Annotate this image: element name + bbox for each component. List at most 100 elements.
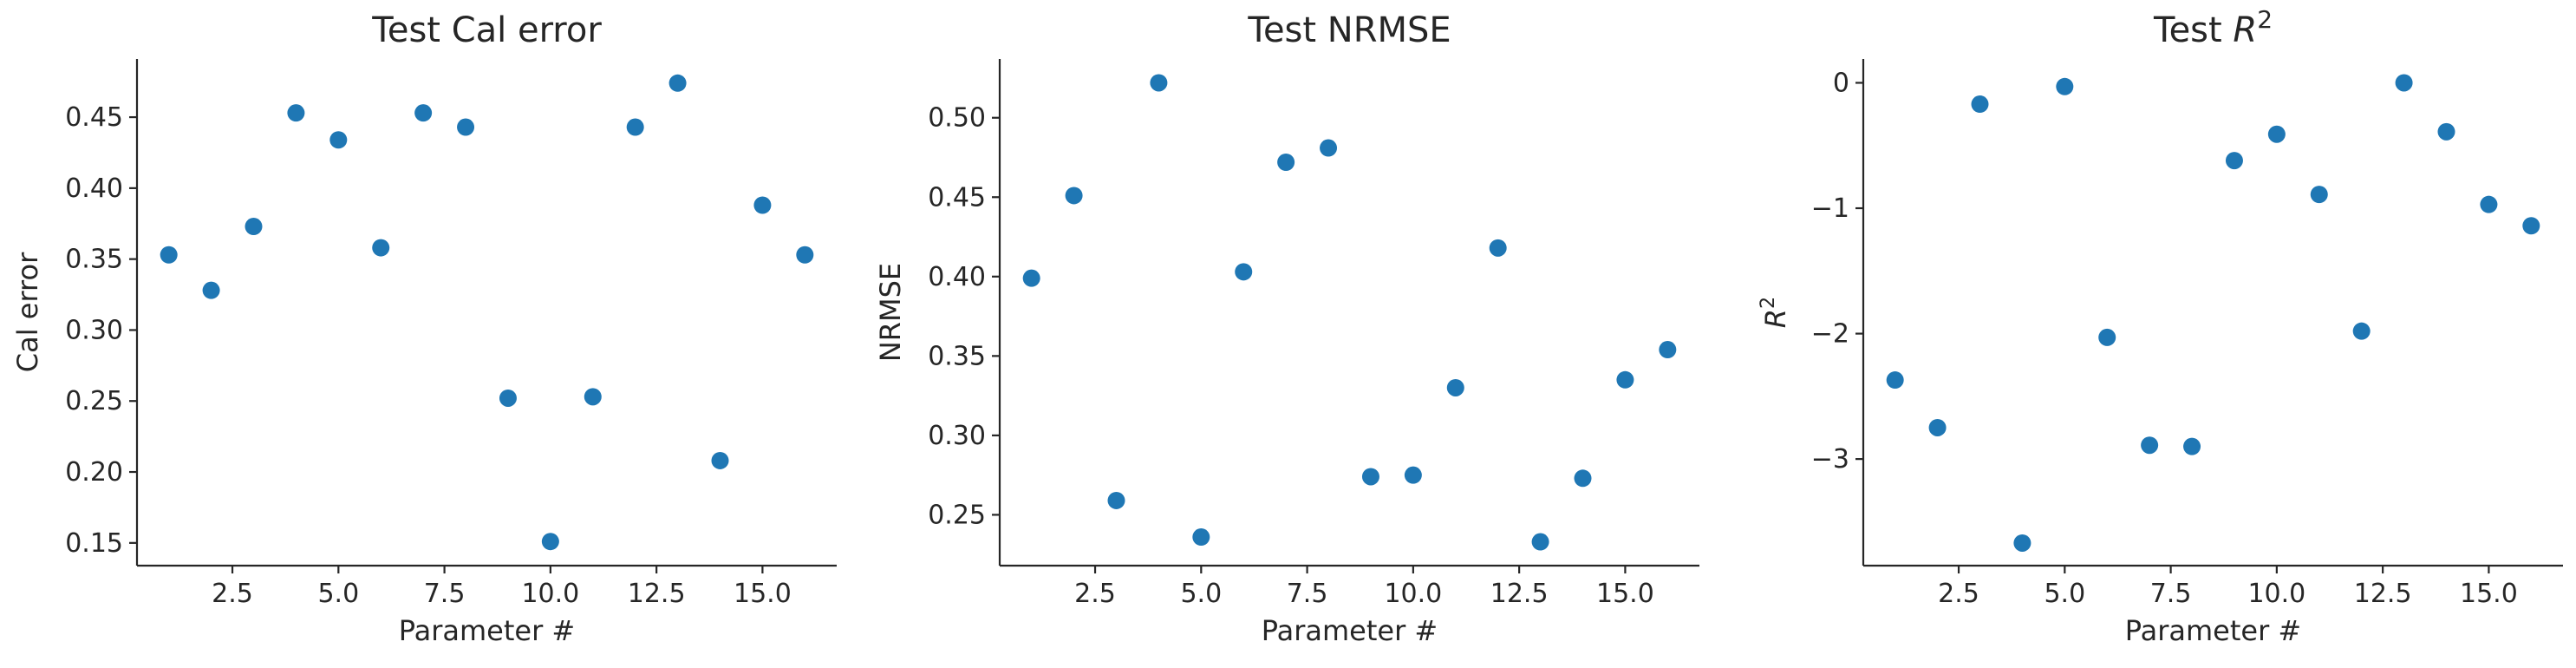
chart-title: Test NRMSE — [1247, 10, 1451, 50]
x-tick-label: 12.5 — [628, 579, 686, 609]
x-axis-label: Parameter # — [399, 614, 575, 647]
data-point — [796, 246, 814, 264]
y-tick-label: 0.25 — [928, 500, 986, 530]
data-point — [2310, 186, 2328, 204]
data-point — [1489, 239, 1507, 257]
data-point — [2437, 122, 2455, 141]
text-part: NRMSE — [874, 263, 907, 362]
data-point — [372, 239, 390, 257]
text-part: Test — [2153, 10, 2233, 50]
data-point — [626, 118, 644, 136]
y-tick-label: 0.30 — [65, 315, 123, 345]
data-point — [1404, 466, 1422, 484]
data-point — [2141, 436, 2159, 455]
x-axis-label: Parameter # — [1262, 614, 1438, 647]
subplot-cal-error: Test Cal error 2.5 5.0 7.5 10.0 12.5 15.0 0.15 0… — [11, 10, 837, 647]
data-point — [2522, 217, 2540, 235]
y-tick-label: −3 — [1811, 444, 1849, 475]
superscript: 2 — [1757, 297, 1779, 309]
text-part: Test NRMSE — [1247, 10, 1451, 50]
data-point — [1107, 491, 1125, 509]
x-tick-label: 7.5 — [1287, 579, 1328, 609]
data-point — [1971, 95, 1989, 114]
text-part: R — [1759, 309, 1792, 328]
data-point — [753, 196, 772, 214]
x-tick-label: 15.0 — [1596, 579, 1654, 609]
data-point — [2480, 195, 2498, 213]
x-tick-label: 15.0 — [734, 579, 792, 609]
data-point — [1659, 341, 1677, 359]
y-tick-label: 0.50 — [928, 103, 986, 134]
subplots: Test Cal error 2.5 5.0 7.5 10.0 12.5 15.0 0.15 0… — [11, 5, 2563, 647]
data-point — [584, 388, 602, 406]
data-point — [541, 533, 559, 551]
data-point — [2098, 328, 2116, 346]
y-tick-label: 0.20 — [65, 457, 123, 488]
data-point — [2225, 152, 2243, 170]
y-tick-label: 0.45 — [928, 182, 986, 213]
x-tick-label: 7.5 — [2150, 579, 2192, 609]
y-tick-label: 0.40 — [928, 262, 986, 292]
x-tick-label: 15.0 — [2460, 579, 2518, 609]
x-tick-label: 5.0 — [2044, 579, 2085, 609]
text-part: R — [2233, 10, 2257, 50]
data-point — [245, 218, 263, 236]
y-tick-label: 0.30 — [928, 421, 986, 451]
data-point — [2395, 74, 2413, 92]
y-tick-label: −2 — [1811, 319, 1849, 350]
y-tick-label: 0.40 — [65, 174, 123, 204]
x-tick-label: 2.5 — [212, 579, 253, 609]
data-point — [1235, 263, 1253, 281]
data-point — [2056, 77, 2074, 95]
data-point — [1150, 74, 1168, 92]
y-axis-label: Cal error — [11, 252, 44, 372]
data-point — [2352, 322, 2371, 340]
x-tick-label: 2.5 — [1938, 579, 1979, 609]
data-point — [1928, 418, 1947, 436]
y-tick-label: 0.15 — [65, 528, 123, 559]
x-axis-label: Parameter # — [2125, 614, 2301, 647]
superscript: 2 — [2257, 5, 2273, 34]
y-axis-label: R2 — [1757, 297, 1792, 328]
y-axis-label: NRMSE — [874, 263, 907, 362]
x-tick-label: 10.0 — [1384, 579, 1442, 609]
x-tick-label: 7.5 — [424, 579, 466, 609]
chart-title: Test R2 — [2153, 5, 2273, 51]
data-point — [2013, 534, 2031, 552]
y-tick-label: 0.35 — [928, 341, 986, 371]
data-point — [1531, 533, 1549, 551]
data-point — [1446, 378, 1464, 396]
subplot-r2: Test R22.5 5.0 7.5 10.0 12.5 15.00−1−2−3Param… — [1757, 5, 2563, 647]
data-point — [1361, 468, 1379, 486]
data-point — [1320, 139, 1338, 157]
x-tick-label: 12.5 — [1490, 579, 1549, 609]
data-point — [160, 246, 178, 264]
x-tick-label: 10.0 — [2247, 579, 2305, 609]
x-tick-label: 12.5 — [2354, 579, 2412, 609]
x-tick-label: 5.0 — [317, 579, 359, 609]
y-tick-label: 0.35 — [65, 245, 123, 275]
y-tick-label: 0.25 — [65, 386, 123, 416]
data-point — [1616, 370, 1634, 389]
data-point — [711, 451, 729, 469]
data-point — [499, 389, 517, 407]
data-point — [1065, 187, 1083, 205]
y-tick-label: 0.45 — [65, 102, 123, 133]
data-point — [1886, 371, 1904, 390]
data-point — [457, 118, 475, 136]
data-point — [1277, 153, 1295, 171]
data-point — [202, 281, 220, 299]
text-part: Test Cal error — [371, 10, 602, 50]
data-point — [287, 104, 305, 122]
data-point — [1574, 469, 1592, 488]
x-tick-label: 10.0 — [521, 579, 579, 609]
data-point — [2267, 125, 2286, 143]
data-point — [1022, 269, 1040, 287]
data-point — [414, 104, 433, 122]
data-point — [2183, 437, 2201, 455]
data-point — [668, 74, 687, 92]
data-point — [329, 131, 348, 149]
y-tick-label: 0 — [1833, 68, 1849, 98]
